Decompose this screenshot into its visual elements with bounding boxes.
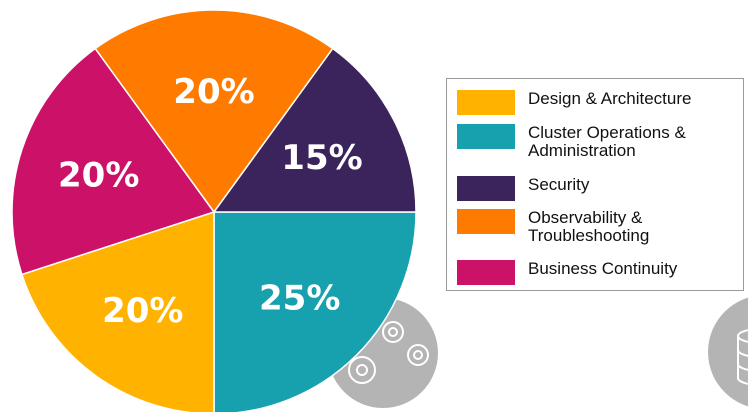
legend-label: Cluster Operations & Administration (528, 123, 686, 160)
pie-slice (20, 210, 215, 412)
legend-item: Business Continuity (457, 260, 677, 285)
legend-label: Observability & Troubleshooting (528, 208, 650, 245)
gears-icon (348, 321, 429, 384)
legend: Design & Architecture Cluster Operations … (446, 78, 744, 291)
pie-chart: 25% 20% 20% 20% 15% (11, 9, 417, 412)
database-icon (737, 329, 748, 385)
legend-swatch (457, 90, 515, 115)
legend-label: Design & Architecture (528, 89, 692, 108)
database-circle (708, 297, 748, 407)
legend-item: Observability & Troubleshooting (457, 209, 649, 245)
pie-slice (11, 47, 216, 276)
pie-slice (213, 211, 417, 412)
slice-value-label: 20% (173, 72, 254, 112)
legend-swatch (457, 176, 515, 201)
pie-slice (94, 9, 334, 214)
slice-value-label: 20% (58, 156, 139, 196)
slice-value-label: 15% (281, 138, 362, 178)
legend-label: Business Continuity (528, 259, 678, 278)
legend-swatch (457, 260, 515, 285)
legend-label: Security (528, 175, 590, 194)
legend-item: Security (457, 176, 589, 201)
slice-value-label: 20% (102, 291, 183, 331)
legend-swatch (457, 209, 515, 234)
pie-slice (212, 47, 417, 213)
database-decoration (708, 297, 748, 407)
legend-item: Design & Architecture (457, 90, 691, 115)
slice-value-label: 25% (259, 279, 340, 319)
legend-swatch (457, 124, 515, 149)
legend-item: Cluster Operations & Administration (457, 124, 686, 160)
